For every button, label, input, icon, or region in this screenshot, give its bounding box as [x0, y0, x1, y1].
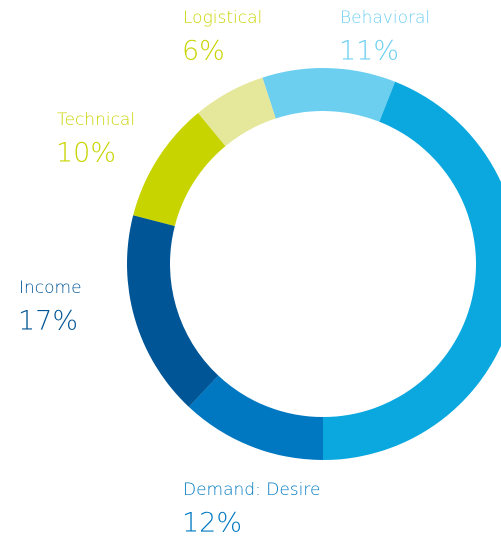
segment-label: Technical [57, 110, 135, 130]
segment-label: Income [19, 278, 82, 298]
segment-percent: 17% [18, 306, 78, 337]
donut-segment [323, 81, 501, 460]
donut-segment [262, 68, 396, 122]
segment-percent: 6% [182, 36, 225, 67]
segment-percent: 12% [182, 508, 242, 538]
segment-label: Behavioral [340, 8, 430, 28]
segment-label: Demand: Desire [183, 480, 320, 500]
donut-segment [127, 215, 219, 407]
donut-segment [198, 77, 276, 147]
donut-segment [133, 112, 226, 226]
segment-percent: 11% [339, 36, 399, 67]
donut-segment [188, 375, 323, 460]
segment-percent: 10% [56, 138, 116, 169]
segment-label: Logistical [183, 8, 262, 28]
